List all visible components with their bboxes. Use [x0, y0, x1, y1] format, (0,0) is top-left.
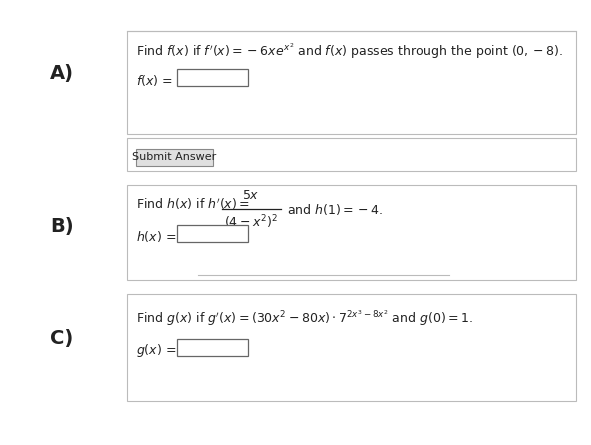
FancyBboxPatch shape	[127, 138, 576, 171]
FancyBboxPatch shape	[177, 225, 248, 242]
FancyBboxPatch shape	[177, 339, 248, 356]
Text: $5x$: $5x$	[242, 189, 260, 202]
FancyBboxPatch shape	[127, 294, 576, 400]
Text: Find $g(x)$ if $g'(x) = (30x^2 - 80x) \cdot 7^{2x^3 - 8x^2}$ and $g(0) = 1.$: Find $g(x)$ if $g'(x) = (30x^2 - 80x) \c…	[136, 308, 473, 328]
FancyBboxPatch shape	[177, 69, 248, 86]
FancyBboxPatch shape	[127, 185, 576, 280]
FancyBboxPatch shape	[136, 149, 213, 166]
FancyBboxPatch shape	[127, 31, 576, 134]
Text: $h(x)$ =: $h(x)$ =	[136, 229, 176, 244]
Text: $g(x)$ =: $g(x)$ =	[136, 342, 176, 359]
Text: A): A)	[50, 64, 74, 83]
Text: $(4 - x^2)^2$: $(4 - x^2)^2$	[225, 214, 278, 231]
Text: C): C)	[50, 329, 73, 348]
Text: B): B)	[50, 218, 74, 236]
Text: $f(x)$ =: $f(x)$ =	[136, 73, 173, 89]
Text: Find $h(x)$ if $h'(x) =$: Find $h(x)$ if $h'(x) =$	[136, 197, 250, 212]
Text: Find $f(x)$ if $f'(x) = -6xe^{x^2}$ and $f(x)$ passes through the point $(0, -8): Find $f(x)$ if $f'(x) = -6xe^{x^2}$ and …	[136, 41, 563, 61]
Text: Submit Answer: Submit Answer	[132, 152, 216, 162]
Text: and $h(1) = -4.$: and $h(1) = -4.$	[287, 202, 383, 217]
